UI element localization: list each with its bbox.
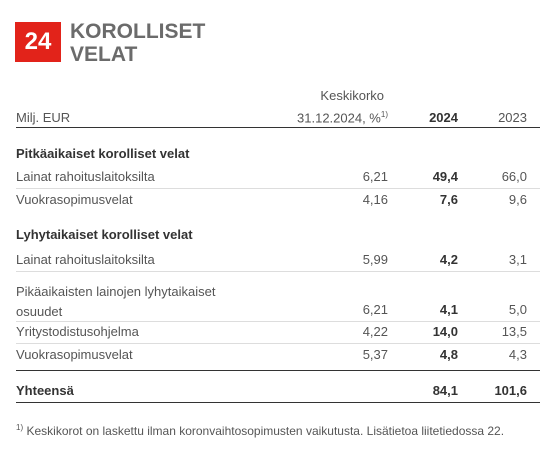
value-2023: 5,0 (508, 302, 527, 317)
value-2024: 14,0 (432, 324, 458, 339)
rule (16, 402, 540, 403)
rate: 6,21 (362, 302, 388, 317)
section-heading: Lyhytaikaiset korolliset velat (16, 227, 193, 242)
row-label: Yritystodistusohjelma (16, 324, 139, 339)
value-2024: 4,1 (439, 302, 458, 317)
rate: 6,21 (362, 169, 388, 184)
rate: 5,37 (362, 347, 388, 362)
row-label: Lainat rahoituslaitoksilta (16, 252, 155, 267)
rule (16, 127, 540, 128)
header-rate-text: 31.12.2024, % (297, 110, 381, 126)
header-unit: Milj. EUR (16, 110, 71, 125)
rule (16, 370, 540, 371)
footnote-marker: 1) (16, 423, 24, 432)
rate: 5,99 (362, 252, 388, 267)
value-2024: 49,4 (432, 169, 458, 184)
header-rate: 31.12.2024, %1) (297, 110, 388, 125)
title-line: KOROLLISET (70, 20, 206, 43)
value-2024: 4,8 (439, 347, 458, 362)
total-label: Yhteensä (16, 383, 74, 398)
title: KOROLLISET VELAT (70, 20, 205, 66)
section-number: 24 (15, 22, 61, 62)
row-label: Pikäaikaisten lainojen lyhytaikaiset osu… (16, 284, 216, 319)
footnote: 1) Keskikorot on laskettu ilman koronvai… (16, 418, 516, 441)
value-2023: 9,6 (508, 192, 527, 207)
rule (16, 271, 540, 272)
value-2023: 13,5 (501, 324, 527, 339)
rule (16, 321, 540, 322)
header-year: 2024 (429, 110, 458, 125)
rule (16, 188, 540, 189)
total-2024: 84,1 (432, 383, 458, 398)
value-2024: 4,2 (439, 252, 458, 267)
row-label: Vuokrasopimusvelat (16, 192, 133, 207)
value-2024: 7,6 (439, 192, 458, 207)
value-2023: 66,0 (501, 169, 527, 184)
row-label: Vuokrasopimusvelat (16, 347, 133, 362)
section-heading: Pitkäaikaiset korolliset velat (16, 146, 190, 161)
title-line: VELAT (70, 43, 138, 66)
total-2023: 101,6 (494, 383, 527, 398)
footnote-text: Keskikorot on laskettu ilman koronvaihto… (26, 424, 505, 438)
rate: 4,16 (362, 192, 388, 207)
rate: 4,22 (362, 324, 388, 339)
value-2023: 3,1 (508, 252, 527, 267)
row-label: Lainat rahoituslaitoksilta (16, 169, 155, 184)
header-rate-note: 1) (380, 110, 388, 119)
header-year: 2023 (498, 110, 527, 125)
rule (16, 343, 540, 344)
header-rate: Keskikorko (320, 88, 384, 103)
value-2023: 4,3 (508, 347, 527, 362)
